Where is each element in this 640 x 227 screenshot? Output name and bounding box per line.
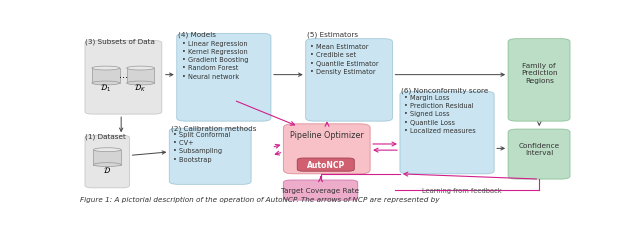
FancyBboxPatch shape	[169, 129, 251, 185]
Text: (4) Models: (4) Models	[178, 32, 216, 38]
FancyBboxPatch shape	[284, 180, 358, 200]
Text: • Margin Loss
• Prediction Residual
• Signed Loss
• Quantile Loss
• Localized me: • Margin Loss • Prediction Residual • Si…	[404, 94, 476, 133]
Text: (6) Nonconformity score: (6) Nonconformity score	[401, 87, 489, 93]
Ellipse shape	[127, 67, 154, 71]
Text: (2) Calibration methods: (2) Calibration methods	[171, 125, 256, 132]
FancyBboxPatch shape	[508, 39, 570, 122]
Text: Family of
Prediction
Regions: Family of Prediction Regions	[521, 62, 557, 83]
Ellipse shape	[93, 148, 121, 152]
FancyBboxPatch shape	[297, 158, 355, 171]
Text: $\mathcal{D}_K$: $\mathcal{D}_K$	[134, 82, 147, 94]
Text: • Linear Regression
• Kernel Regression
• Gradient Boosting
• Random Forest
• Ne: • Linear Regression • Kernel Regression …	[182, 40, 248, 79]
FancyBboxPatch shape	[284, 124, 370, 174]
FancyBboxPatch shape	[92, 69, 120, 84]
Ellipse shape	[93, 163, 121, 167]
Ellipse shape	[92, 67, 120, 71]
Text: • Mean Estimator
• Credible set
• Quantile Estimator
• Density Estimator: • Mean Estimator • Credible set • Quanti…	[310, 44, 378, 74]
FancyBboxPatch shape	[306, 39, 392, 122]
Text: Learning from feedback: Learning from feedback	[422, 187, 502, 193]
Ellipse shape	[92, 82, 120, 86]
Text: Target Coverage Rate: Target Coverage Rate	[282, 187, 360, 193]
FancyBboxPatch shape	[85, 136, 129, 188]
Text: $\mathcal{D}$: $\mathcal{D}$	[103, 164, 111, 174]
FancyBboxPatch shape	[85, 41, 162, 115]
FancyBboxPatch shape	[93, 150, 121, 165]
FancyBboxPatch shape	[508, 129, 570, 179]
Ellipse shape	[127, 82, 154, 86]
FancyBboxPatch shape	[127, 69, 154, 84]
Text: AutoNCP: AutoNCP	[307, 160, 345, 169]
Text: (1) Dataset: (1) Dataset	[85, 133, 126, 139]
Text: Confidence
Interval: Confidence Interval	[519, 142, 560, 155]
Text: (5) Estimators: (5) Estimators	[307, 32, 358, 38]
Text: Figure 1: A pictorial description of the operation of AutoNCP. The arrows of NCP: Figure 1: A pictorial description of the…	[80, 196, 440, 202]
Text: Pipeline Optimizer: Pipeline Optimizer	[290, 130, 364, 139]
FancyBboxPatch shape	[177, 34, 271, 122]
Text: ...: ...	[118, 70, 127, 80]
Text: (3) Subsets of Data: (3) Subsets of Data	[85, 39, 155, 45]
FancyBboxPatch shape	[400, 92, 494, 174]
Text: $\mathcal{D}_1$: $\mathcal{D}_1$	[100, 82, 111, 94]
Text: • Split Conformal
• CV+
• Subsampling
• Bootstrap: • Split Conformal • CV+ • Subsampling • …	[173, 131, 231, 162]
